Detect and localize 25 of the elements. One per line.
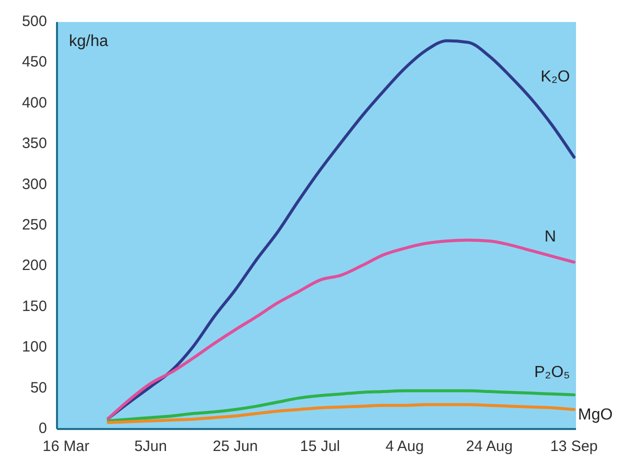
y-tick-label: 400	[22, 94, 47, 112]
x-tick-label: 4 Aug	[385, 438, 424, 455]
y-tick-label: 300	[22, 176, 47, 193]
x-tick-label: 25 Jun	[212, 438, 258, 455]
y-axis-title: kg/ha	[69, 33, 108, 50]
x-tick-label: 5Jun	[134, 438, 167, 455]
line-series	[106, 389, 576, 422]
y-tick-label: 450	[22, 54, 47, 71]
y-tick-label: 350	[22, 135, 47, 152]
y-tick-label: 0	[38, 420, 47, 437]
x-tick-label: 24 Aug	[466, 438, 513, 455]
x-tick-label: 16 Mar	[42, 438, 90, 455]
y-tick-label: 150	[22, 298, 47, 315]
x-tick-label: 15 Jul	[300, 438, 340, 455]
line-series	[106, 403, 576, 424]
series-label: P₂O₅	[534, 364, 570, 382]
y-tick-label: 200	[22, 257, 47, 274]
series-label: N	[544, 228, 556, 246]
series-label: K₂O	[540, 68, 570, 86]
series-label: MgO	[578, 406, 613, 424]
y-tick-label: 500	[22, 12, 47, 30]
y-tick-label: 50	[30, 379, 47, 396]
x-tick-label: 13 Sep	[550, 438, 598, 455]
y-tick-label: 250	[22, 216, 47, 234]
y-tick-label: 100	[22, 338, 47, 356]
